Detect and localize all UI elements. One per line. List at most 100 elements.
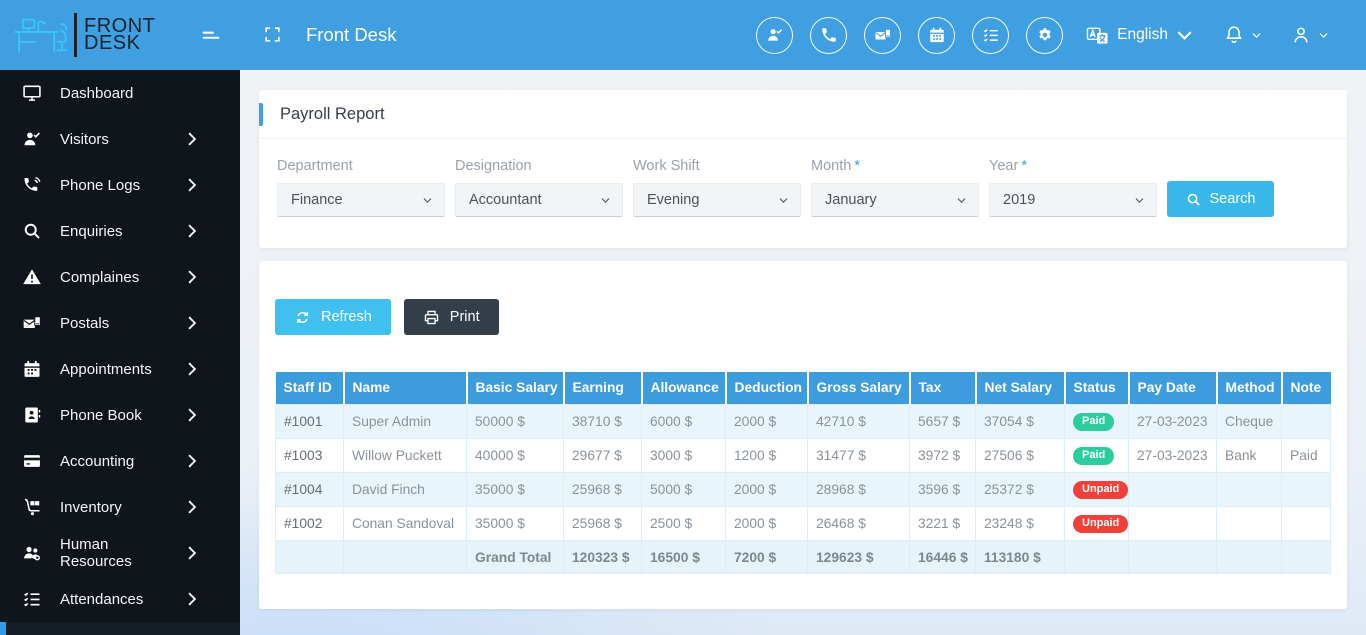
sidebar-item-inventory[interactable]: Inventory — [0, 484, 240, 530]
department-select[interactable]: Finance — [277, 183, 445, 217]
cell-basic_salary: 35000 $ — [466, 472, 564, 507]
sidebar-item-label: Appointments — [60, 360, 152, 378]
brand-logo[interactable]: FRONT DESK — [0, 0, 186, 70]
refresh-button[interactable]: Refresh — [275, 299, 391, 335]
cell-name: Conan Sandoval — [343, 506, 467, 541]
sidebar-item-phone-book[interactable]: Phone Book — [0, 392, 240, 438]
cell-method: Bank — [1216, 438, 1282, 473]
work-shift-filter: Work Shift Evening — [633, 158, 801, 217]
cell-staff_id: #1001 — [275, 404, 344, 439]
hamburger-icon — [200, 24, 222, 46]
chevron-down-icon — [1250, 29, 1263, 42]
chevron-right-icon — [182, 543, 202, 563]
account-menu[interactable] — [1290, 24, 1330, 46]
sidebar-item-active-partial[interactable] — [0, 622, 240, 635]
filter-groups: Department Finance Designation Accountant Wo… — [277, 158, 1157, 217]
cell-status: Unpaid — [1064, 472, 1129, 507]
required-asterisk: * — [854, 158, 860, 174]
designation-filter: Designation Accountant — [455, 158, 623, 217]
column-header-method: Method — [1215, 372, 1282, 405]
footer-gross_salary: 129623 $ — [807, 540, 910, 574]
column-header-tax: Tax — [908, 372, 976, 405]
sidebar-item-phone-logs[interactable]: Phone Logs — [0, 162, 240, 208]
footer-allowance: 16500 $ — [641, 540, 726, 574]
cell-basic_salary: 50000 $ — [466, 404, 564, 439]
appointments-icon — [22, 359, 42, 379]
notifications-menu[interactable] — [1223, 24, 1263, 46]
footer-tax: 16446 $ — [909, 540, 976, 574]
cell-pay_date: 27-03-2023 — [1128, 438, 1217, 473]
cell-earning: 38710 $ — [563, 404, 642, 439]
sidebar-item-attendances[interactable]: Attendances — [0, 576, 240, 622]
sidebar-item-label: Inventory — [60, 498, 122, 516]
sidebar-item-human-resources[interactable]: Human Resources — [0, 530, 240, 576]
cell-name: Super Admin — [343, 404, 467, 439]
sidebar-item-accounting[interactable]: Accounting — [0, 438, 240, 484]
department-label: Department — [277, 158, 353, 174]
cell-name: Willow Puckett — [343, 438, 467, 473]
chevron-down-icon — [1133, 194, 1146, 207]
search-button[interactable]: Search — [1167, 181, 1274, 217]
designation-select[interactable]: Accountant — [455, 183, 623, 217]
cell-net_salary: 37054 $ — [975, 404, 1065, 439]
cell-method — [1216, 506, 1282, 541]
sidebar-menu: Dashboard Visitors Phone Logs Enquiries Comp… — [0, 70, 240, 622]
year-select[interactable]: 2019 — [989, 183, 1157, 217]
work-shift-selected-value: Evening — [647, 192, 700, 208]
chevron-right-icon — [182, 405, 202, 425]
work-shift-select[interactable]: Evening — [633, 183, 801, 217]
cell-gross_salary: 42710 $ — [807, 404, 910, 439]
visitors-button[interactable] — [756, 16, 794, 54]
language-menu[interactable]: English — [1086, 24, 1196, 47]
year-selected-value: 2019 — [1003, 192, 1036, 208]
fullscreen-button[interactable] — [260, 23, 284, 47]
work-shift-label: Work Shift — [633, 158, 700, 174]
phone-icon — [820, 26, 838, 44]
sidebar-item-label: Phone Book — [60, 406, 142, 424]
sidebar-toggle-button[interactable] — [198, 22, 224, 48]
chevron-right-icon — [182, 451, 202, 471]
sidebar-item-complaines[interactable]: Complaines — [0, 254, 240, 300]
print-button[interactable]: Print — [403, 299, 499, 335]
chevron-down-icon — [955, 194, 968, 207]
cell-basic_salary: 35000 $ — [466, 506, 564, 541]
column-header-name: Name — [342, 372, 467, 405]
calendar-button[interactable] — [918, 16, 956, 54]
table-row: #1002 Conan Sandoval 35000 $25968 $2500 $2… — [275, 506, 1331, 541]
phone-logs-icon — [22, 175, 42, 195]
chevron-right-icon — [182, 129, 202, 149]
search-button-label: Search — [1209, 191, 1256, 207]
footer-net_salary: 113180 $ — [975, 540, 1065, 574]
chevron-down-icon — [599, 194, 612, 207]
sidebar-item-appointments[interactable]: Appointments — [0, 346, 240, 392]
footer-status — [1064, 540, 1129, 574]
sidebar-item-postals[interactable]: Postals — [0, 300, 240, 346]
sidebar-item-enquiries[interactable]: Enquiries — [0, 208, 240, 254]
status-badge: Paid — [1073, 413, 1115, 431]
postal-button[interactable] — [864, 16, 902, 54]
cell-earning: 25968 $ — [563, 472, 642, 507]
sidebar-item-visitors[interactable]: Visitors — [0, 116, 240, 162]
sidebar-item-label: Enquiries — [60, 222, 123, 240]
settings-button[interactable] — [1026, 16, 1064, 54]
sidebar-item-label: Dashboard — [60, 84, 134, 102]
month-select[interactable]: January — [811, 183, 979, 217]
cell-gross_salary: 31477 $ — [807, 438, 910, 473]
chevron-down-icon — [1173, 24, 1196, 47]
cell-name: David Finch — [343, 472, 467, 507]
column-header-staff_id: Staff ID — [275, 372, 344, 405]
phone-button[interactable] — [810, 16, 848, 54]
cell-staff_id: #1002 — [275, 506, 344, 541]
table-body: #1001 Super Admin 50000 $38710 $6000 $2000… — [275, 404, 1331, 541]
cell-staff_id: #1004 — [275, 472, 344, 507]
postal-icon — [874, 26, 892, 44]
cell-deduction: 2000 $ — [725, 404, 808, 439]
tasks-button[interactable] — [972, 16, 1010, 54]
inventory-icon — [22, 497, 42, 517]
tasks-icon — [982, 26, 1000, 44]
cell-earning: 25968 $ — [563, 506, 642, 541]
footer-staff_id — [275, 540, 344, 574]
chevron-right-icon — [182, 175, 202, 195]
translate-icon — [1086, 24, 1109, 47]
sidebar-item-dashboard[interactable]: Dashboard — [0, 70, 240, 116]
